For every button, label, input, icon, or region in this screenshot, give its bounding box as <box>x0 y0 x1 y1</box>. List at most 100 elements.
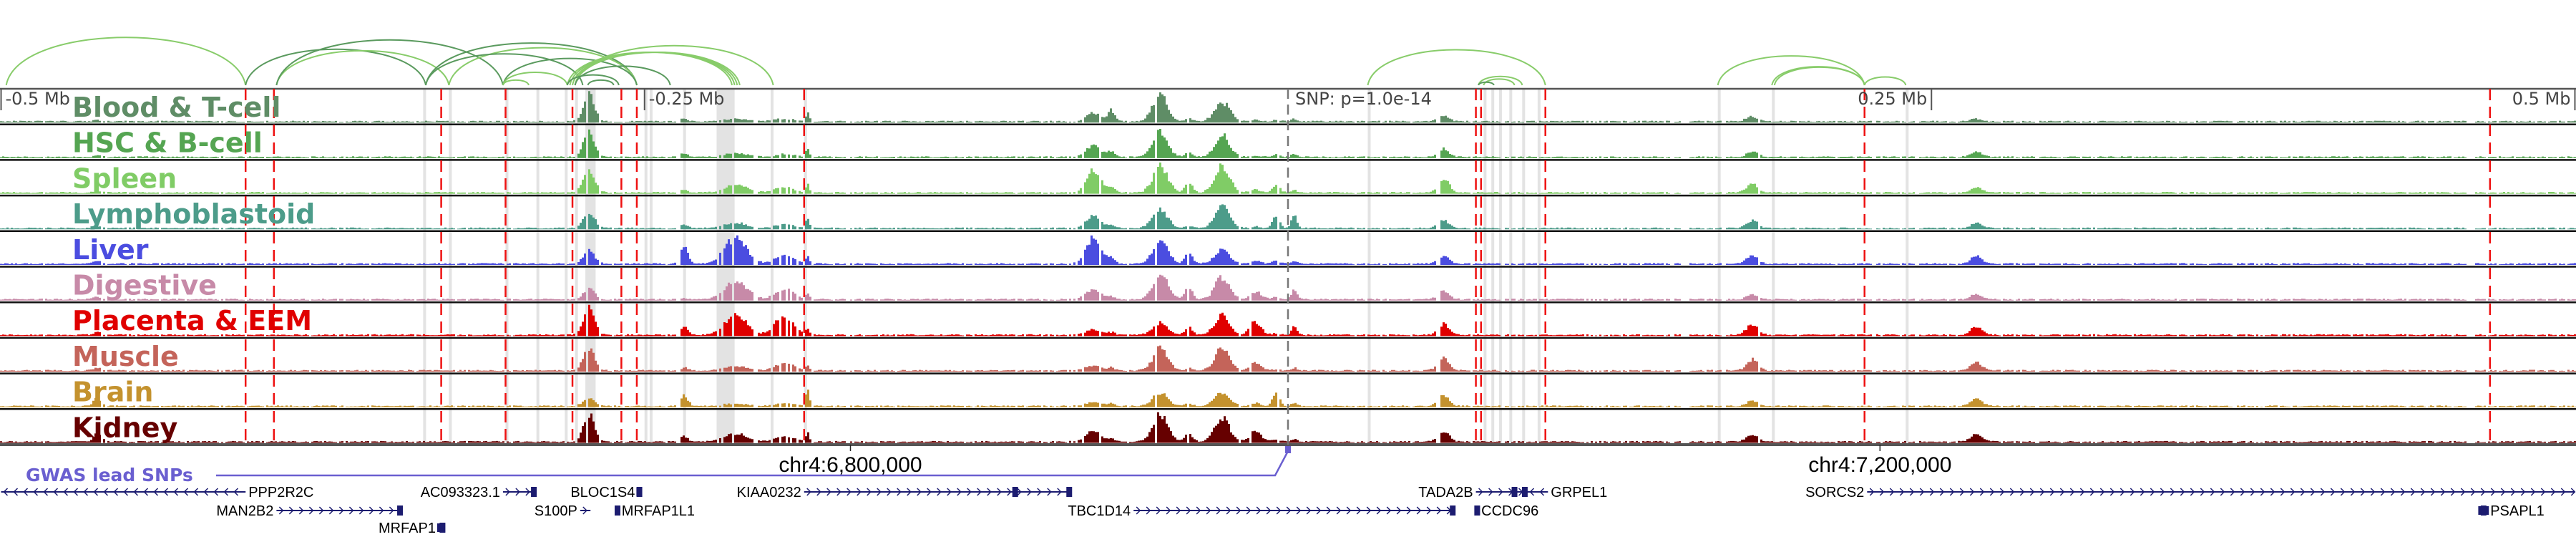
gene-mrfap1[interactable]: MRFAP1 <box>379 521 446 536</box>
gene-exon <box>1012 487 1018 497</box>
red-dashed-lines <box>244 89 2492 445</box>
coordinate-label: chr4:6,800,000 <box>779 453 922 477</box>
chromatin-loop-arcs <box>5 37 1907 86</box>
strand-arrow-icon <box>278 506 394 515</box>
signal-tracks: -0.5 Mb -0.25 Mb 0.25 Mb 0.5 Mb SNP: p=1.0e… <box>0 87 2576 446</box>
loop-arc <box>275 50 450 86</box>
loop-arc <box>502 79 530 86</box>
gene-exon <box>1066 487 1073 497</box>
axis-tick-label: -0.25 Mb <box>649 89 725 109</box>
gene-mrfap1l1[interactable]: MRFAP1L1 <box>614 503 695 519</box>
gene-exon <box>1450 505 1456 516</box>
gene-grpel1[interactable]: GRPEL1 <box>1527 485 1608 500</box>
loop-arc <box>574 44 774 86</box>
loop-arc <box>1483 78 1516 86</box>
axis-tick-label: -0.5 Mb <box>6 89 70 109</box>
track-label: Liver <box>72 234 149 266</box>
gene-label: PPP2R2C <box>248 485 313 500</box>
strand-arrow-icon <box>1478 488 1523 496</box>
gene-s100p[interactable]: S100P <box>535 503 591 519</box>
distance-axis: -0.5 Mb -0.25 Mb 0.25 Mb 0.5 Mb <box>0 89 2576 110</box>
gwas-track-label: GWAS lead SNPs <box>26 465 193 485</box>
strand-arrow-icon <box>582 506 587 515</box>
loop-arc <box>245 48 426 86</box>
gene-exon <box>1521 487 1528 497</box>
track-label: Digestive <box>72 270 217 301</box>
strand-arrow-icon <box>3 488 239 496</box>
gene-exon <box>397 505 404 516</box>
loop-arc <box>5 37 247 86</box>
snp-pvalue-label: SNP: p=1.0e-14 <box>1295 89 1432 109</box>
loop-arc <box>587 79 615 86</box>
track-label: Blood & T-cell <box>72 92 280 123</box>
axis-tick-label: 0.25 Mb <box>1858 89 1927 109</box>
loop-arc <box>1367 49 1546 86</box>
gene-label: MRFAP1L1 <box>622 503 695 519</box>
loop-arc <box>574 52 741 86</box>
loop-arc <box>502 72 568 86</box>
gene-label: CCDC96 <box>1481 503 1538 519</box>
gene-exon <box>531 487 537 497</box>
track-label: Muscle <box>72 341 179 372</box>
gene-exon <box>439 523 446 533</box>
coordinate-label: chr4:7,200,000 <box>1808 453 1951 477</box>
loop-arc <box>448 47 638 86</box>
gene-annotation-track: PPP2R2C AC093323.1 BLOC1S4 KIAA0232 TADA2B GR… <box>1 485 2576 536</box>
gene-ccdc96[interactable]: CCDC96 <box>1474 503 1538 519</box>
gene-kiaa0232[interactable]: KIAA0232 <box>737 485 1073 500</box>
strand-arrow-icon <box>505 488 530 496</box>
gene-ppp2r2c[interactable]: PPP2R2C <box>1 485 314 500</box>
loop-arc <box>275 39 504 86</box>
track-label: Brain <box>72 377 153 408</box>
gene-label: KIAA0232 <box>737 485 801 500</box>
gene-tada2b[interactable]: TADA2B <box>1418 485 1528 500</box>
loop-arc <box>1717 55 1865 86</box>
track-label: Spleen <box>72 163 177 194</box>
gene-ac093323-1[interactable]: AC093323.1 <box>421 485 537 500</box>
loop-arc <box>566 52 733 86</box>
gene-label: TBC1D14 <box>1068 503 1131 519</box>
track-label: Kidney <box>72 412 177 443</box>
chromosome-coordinates: chr4:6,800,000 chr4:7,200,000 <box>779 445 1951 477</box>
loop-arc <box>1773 66 1865 86</box>
loop-arc <box>502 57 638 86</box>
gwas-connector-line <box>216 450 1289 477</box>
gene-psapl1[interactable]: PSAPL1 <box>2478 503 2545 519</box>
gene-label: MRFAP1 <box>379 521 436 536</box>
strand-arrow-icon <box>1529 488 1545 496</box>
strand-arrow-icon <box>1869 488 2576 496</box>
gene-man2b2[interactable]: MAN2B2 <box>216 503 404 519</box>
gene-exon <box>2480 505 2487 516</box>
track-labels: Blood & T-cell HSC & B-cell Spleen Lymphobl… <box>72 92 315 443</box>
gene-label: TADA2B <box>1418 485 1473 500</box>
track-label: Placenta & EEM <box>72 305 312 337</box>
gene-exon <box>636 487 643 497</box>
gene-label: MAN2B2 <box>216 503 273 519</box>
track-label: Lymphoblastoid <box>72 198 315 230</box>
loop-arc <box>566 74 620 86</box>
gene-label: SORCS2 <box>1805 485 1864 500</box>
gene-label: BLOC1S4 <box>570 485 635 500</box>
loop-arc <box>1478 75 1523 86</box>
strand-arrow-icon <box>806 488 1072 496</box>
gene-sorcs2[interactable]: SORCS2 <box>1805 485 2576 500</box>
loop-arc <box>1478 81 1495 86</box>
axis-tick-label: 0.5 Mb <box>2512 89 2571 109</box>
gene-label: GRPEL1 <box>1551 485 1607 500</box>
gene-label: AC093323.1 <box>421 485 500 500</box>
gene-label: S100P <box>535 503 577 519</box>
gene-label: PSAPL1 <box>2490 503 2545 519</box>
loop-arc <box>1771 66 1865 86</box>
gwas-track[interactable]: GWAS lead SNPs <box>26 446 1291 485</box>
gene-tbc1d14[interactable]: TBC1D14 <box>1068 503 1456 519</box>
gene-exon <box>614 505 620 516</box>
loop-arc <box>1863 76 1907 86</box>
gene-bloc1s4[interactable]: BLOC1S4 <box>570 485 643 500</box>
loop-arc <box>425 53 584 86</box>
gene-exon <box>1511 487 1518 497</box>
loop-arc <box>574 65 671 86</box>
gwas-snp-marker[interactable] <box>1285 446 1291 453</box>
gene-exon <box>1474 505 1480 516</box>
strand-arrow-icon <box>1136 506 1452 515</box>
